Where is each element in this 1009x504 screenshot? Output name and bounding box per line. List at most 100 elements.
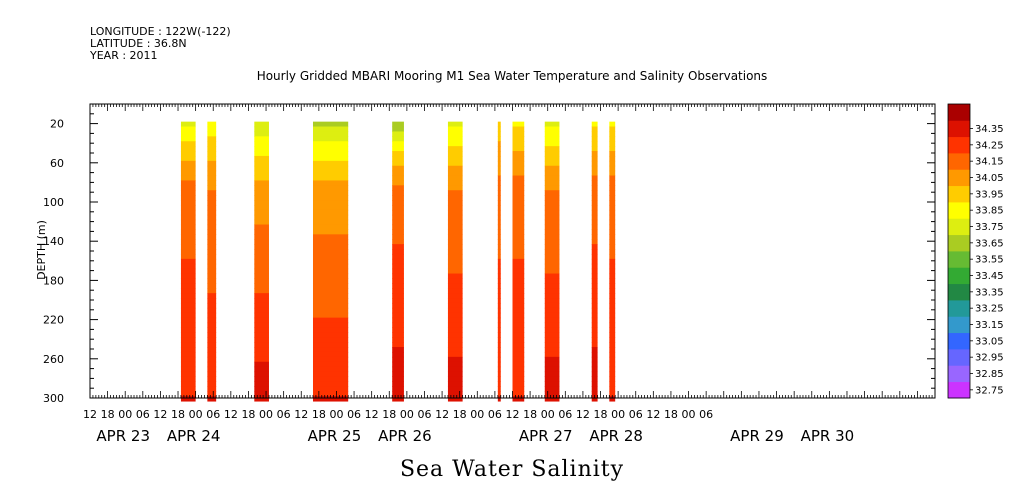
salinity-cell: [447, 351, 463, 358]
salinity-cell: [312, 327, 349, 333]
salinity-cell: [392, 386, 404, 392]
salinity-cell: [312, 160, 349, 167]
salinity-cell: [609, 356, 616, 363]
salinity-cell: [180, 185, 196, 191]
salinity-cell: [392, 204, 404, 211]
salinity-cell: [544, 249, 560, 255]
salinity-cell: [447, 131, 463, 137]
salinity-cell: [497, 131, 501, 137]
salinity-cell: [497, 366, 501, 373]
salinity-cell: [609, 200, 616, 206]
salinity-cell: [591, 386, 598, 392]
salinity-cell: [544, 185, 560, 191]
salinity-cell: [392, 293, 404, 299]
salinity-cell: [312, 239, 349, 245]
salinity-cell: [254, 244, 269, 250]
salinity-cell: [512, 268, 525, 275]
salinity-cell: [254, 209, 269, 216]
salinity-cell: [180, 258, 196, 265]
salinity-cell: [180, 165, 196, 172]
salinity-cell: [312, 396, 349, 402]
y-tick-label: 20: [50, 118, 64, 131]
salinity-cell: [591, 317, 598, 324]
salinity-cell: [180, 317, 196, 324]
salinity-cell: [591, 200, 598, 206]
salinity-cell: [254, 239, 269, 245]
salinity-cell: [447, 381, 463, 387]
y-tick-label: 60: [50, 157, 64, 170]
salinity-cell: [392, 234, 404, 240]
salinity-cell: [512, 322, 525, 329]
salinity-cell: [180, 180, 196, 186]
x-tick-label: 12: [365, 408, 379, 421]
salinity-cell: [497, 234, 501, 240]
salinity-cell: [544, 219, 560, 226]
salinity-cell: [180, 219, 196, 226]
salinity-cell: [447, 366, 463, 373]
salinity-cell: [497, 209, 501, 216]
salinity-cell: [544, 337, 560, 343]
salinity-cell: [207, 312, 217, 319]
salinity-cell: [312, 268, 349, 275]
x-tick-label: 00: [470, 408, 484, 421]
salinity-cell: [497, 146, 501, 152]
salinity-cell: [392, 396, 404, 402]
salinity-cell: [312, 165, 349, 172]
colorbar-swatch: [948, 300, 970, 317]
salinity-cell: [609, 283, 616, 289]
salinity-cell: [312, 391, 349, 397]
salinity-cell: [497, 121, 501, 128]
salinity-cell: [497, 160, 501, 167]
salinity-cell: [609, 273, 616, 280]
salinity-cell: [254, 298, 269, 304]
salinity-cell: [254, 249, 269, 255]
salinity-cell: [512, 219, 525, 226]
salinity-cell: [497, 381, 501, 387]
salinity-cell: [207, 263, 217, 270]
salinity-cell: [312, 332, 349, 338]
salinity-cell: [207, 165, 217, 172]
salinity-cell: [497, 263, 501, 270]
salinity-cell: [512, 160, 525, 167]
salinity-cell: [207, 342, 217, 348]
salinity-cell: [497, 332, 501, 338]
salinity-cell: [609, 317, 616, 324]
salinity-cell: [180, 126, 196, 133]
salinity-cell: [497, 175, 501, 182]
salinity-cell: [497, 155, 501, 162]
salinity-cell: [497, 337, 501, 343]
salinity-cell: [512, 307, 525, 314]
salinity-cell: [180, 175, 196, 182]
salinity-cell: [497, 327, 501, 333]
salinity-cell: [312, 342, 349, 348]
salinity-cell: [544, 170, 560, 177]
salinity-cell: [254, 175, 269, 182]
colorbar-swatch: [948, 185, 970, 203]
salinity-cell: [180, 253, 196, 260]
salinity-cell: [609, 351, 616, 358]
salinity-cell: [609, 165, 616, 172]
salinity-cell: [207, 195, 217, 201]
salinity-cell: [591, 253, 598, 260]
salinity-cell: [497, 396, 501, 402]
salinity-cell: [497, 126, 501, 133]
salinity-cell: [207, 131, 217, 137]
salinity-cell: [544, 209, 560, 216]
salinity-cell: [254, 302, 269, 309]
salinity-cell: [512, 327, 525, 333]
salinity-cell: [312, 146, 349, 152]
salinity-cell: [544, 200, 560, 206]
x-date-label: APR 25: [308, 427, 362, 445]
salinity-cell: [591, 190, 598, 196]
salinity-cell: [392, 195, 404, 201]
salinity-cell: [254, 347, 269, 353]
salinity-cell: [609, 327, 616, 333]
salinity-cell: [497, 204, 501, 211]
data-segment: [447, 121, 463, 402]
salinity-cell: [512, 141, 525, 147]
salinity-cell: [591, 155, 598, 162]
salinity-cell: [609, 361, 616, 368]
x-date-label: APR 23: [96, 427, 150, 445]
salinity-cell: [591, 302, 598, 309]
salinity-cell: [254, 337, 269, 343]
